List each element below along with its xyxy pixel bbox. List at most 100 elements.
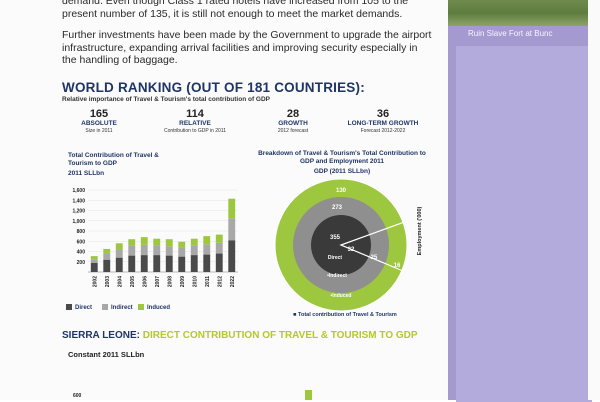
bar-chart-subtitle: 2011 SLLbn [68,170,105,177]
bar-segment-direct [203,254,211,272]
bar-segment-direct [153,255,161,272]
legend-swatch-indirect [102,304,108,310]
bar-segment-indirect [178,247,186,257]
induced-value: 130 [336,188,347,194]
bar-segment-indirect [215,242,223,254]
direct-ring-label: Direct [328,255,343,261]
world-ranking-title: WORLD RANKING (OUT OF 181 COUNTRIES): [62,80,365,95]
bar-segment-indirect [140,244,148,256]
x-tick-label: 2006 [142,276,148,287]
y-tick-label: 1,600 [72,188,85,194]
donut-chart-title: Breakdown of Travel & Tourism's Total Co… [258,150,426,165]
bar-segment-direct [90,262,98,272]
x-tick-label: 2022 [230,276,236,287]
employment-direct-value: 32 [348,247,355,253]
page-edge [588,0,600,400]
bar-segment-indirect [190,245,198,256]
employment-axis-label: Employment ('000) [417,206,423,255]
bar-segment-direct [228,240,236,272]
bar-segment-indirect [115,249,123,258]
legend-swatch-induced [138,304,144,310]
y-tick-label: 400 [77,250,86,256]
sierra-leone-subtitle: Constant 2011 SLLbn [68,350,145,359]
x-tick-label: 2012 [217,276,223,287]
breakdown-chart: Breakdown of Travel & Tourism's Total Co… [246,150,436,318]
bar-chart-title: Total Contribution of Travel & Tourism t… [68,152,159,167]
lower-chart-tick: 600 [73,393,82,399]
sierra-leone-title: SIERRA LEONE: DIRECT CONTRIBUTION OF TRA… [62,330,418,341]
y-tick-label: 800 [77,229,86,235]
x-tick-label: 2011 [205,276,211,287]
rank-label: LONG-TERM GROWTH [347,120,419,127]
x-tick-label: 2008 [167,276,173,287]
photo-caption: Ruin Slave Fort at Bunc [468,29,553,38]
employment-wedge [339,220,411,272]
rank-relative: 114 RELATIVE Contribution to GDP in 2011 [152,108,238,135]
donut-chart-svg: 130 273 355 32 25 16 Direct •Indirect •Induced Em… [274,178,423,318]
employment-induced-value: 16 [394,263,401,269]
bar-segment-indirect [128,245,136,256]
rank-absolute: 165 ABSOLUTE Size in 2011 [56,108,142,135]
rank-growth: 28 GROWTH 2012 forecast [250,108,336,135]
rank-description: 2012 forecast [277,128,309,134]
direct-value: 355 [330,235,341,241]
bar-segment-direct [103,259,111,272]
rank-number: 114 [186,108,204,120]
x-tick-label: 2004 [117,276,123,287]
bar-segment-direct [128,255,136,272]
indirect-value: 273 [332,205,343,211]
rank-number: 36 [376,108,390,120]
x-tick-label: 2002 [92,276,98,287]
y-tick-label: 1,200 [72,209,85,215]
lower-chart-bar [305,390,312,400]
bar-segment-indirect [153,245,161,256]
rank-description: Forecast 2012-2022 [360,128,406,134]
bar-segment-induced [178,241,186,248]
paragraph-airport: Further investments have been made by th… [62,29,432,66]
bar-segment-direct [115,257,123,272]
sierra-leone-prefix: SIERRA LEONE: [62,330,143,341]
x-tick-label: 2009 [180,276,186,287]
sidebar-inner-panel [456,46,592,402]
y-tick-label: 1,000 [72,219,85,225]
rank-long-term-growth: 36 LONG-TERM GROWTH Forecast 2012-2022 [340,108,426,135]
gdp-contribution-chart: Total Contribution of Travel & Tourism t… [62,150,240,318]
x-tick-label: 2010 [192,276,198,287]
bar-segment-induced [153,238,161,246]
bar-segment-induced [90,256,98,260]
bar-segment-induced [165,239,173,247]
bar-chart-svg: 200 400 600 800 1,000 1,200 1,400 1,600 2002 2003… [66,188,238,311]
y-tick-label: 1,400 [72,198,85,204]
sierra-leone-highlight: DIRECT CONTRIBUTION OF TRAVEL & TOURISM … [142,330,418,341]
bar-segment-indirect [203,244,211,255]
rank-label: RELATIVE [179,120,211,127]
y-tick-label: 600 [77,239,86,245]
fort-photo [448,0,600,26]
bar-segment-induced [140,237,148,245]
rank-label: GROWTH [278,120,308,127]
paragraph-hotels: demand. Even though Class 1 rated hotels… [62,0,409,20]
world-ranking-subtitle: Relative importance of Travel & Tourism'… [62,96,271,103]
donut-legend: ■ Total contribution of Travel & Tourism [293,312,397,318]
bar-segment-direct [140,255,148,272]
x-tick-label: 2003 [105,276,111,287]
legend-label-direct: Direct [75,305,92,311]
rank-number: 165 [89,108,109,120]
bar-segment-induced [115,243,123,250]
ring-outline [274,178,408,312]
indirect-ring-label: •Indirect [327,273,347,279]
legend-label-induced: Induced [147,305,170,311]
y-tick-label: 200 [77,260,86,266]
rank-description: Contribution to GDP in 2011 [163,128,227,134]
sidebar-panel: Ruin Slave Fort at Bunc [448,0,600,402]
bar-segment-indirect [103,253,111,260]
employment-indirect-value: 25 [371,255,378,261]
bar-segment-induced [215,234,223,243]
bar-segment-direct [165,255,173,272]
bar-segment-indirect [228,218,236,241]
bar-segment-induced [228,198,236,219]
bar-segment-induced [190,238,198,246]
rank-description: Size in 2011 [85,128,113,134]
legend-swatch-direct [66,304,72,310]
